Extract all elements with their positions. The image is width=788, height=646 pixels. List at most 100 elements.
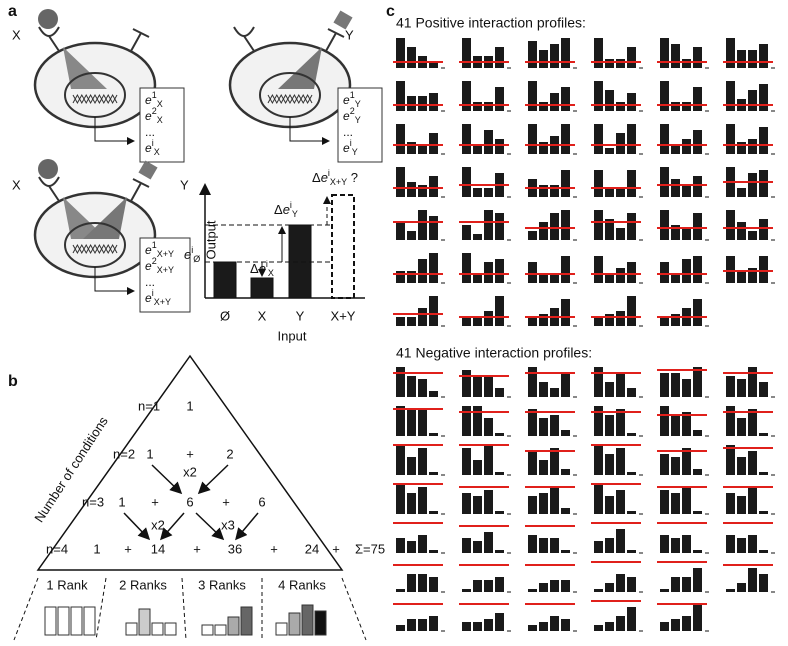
profile-bar [594, 589, 603, 592]
dna [72, 243, 118, 255]
math-sup: i [152, 138, 154, 148]
profile-bar [396, 445, 405, 475]
profile-bar [693, 87, 702, 111]
rank-label: 3 Ranks [198, 577, 246, 592]
arrow [289, 117, 330, 145]
math-base: e [145, 93, 152, 107]
profile-bar [418, 574, 427, 592]
profile-bar [495, 213, 504, 240]
profile-bar [429, 616, 438, 631]
profile-bar [682, 448, 691, 475]
profile-bar [561, 508, 570, 514]
output-box [139, 87, 185, 163]
plus: + [186, 446, 194, 461]
bar [213, 261, 237, 299]
profile-bar [660, 38, 669, 68]
divider [181, 577, 187, 641]
panel-label: b [8, 373, 18, 390]
profile-bar [462, 370, 471, 397]
profile-bar [616, 616, 625, 631]
profile-bar [605, 583, 614, 592]
profile-bar [396, 484, 405, 514]
receptor [130, 28, 150, 52]
profile-bar [396, 406, 405, 436]
profile-bar [561, 256, 570, 283]
profile-bar [495, 139, 504, 154]
profile-bar [627, 47, 636, 68]
profile-bar [627, 213, 636, 240]
profile-bar [462, 81, 471, 111]
output-box [139, 237, 191, 313]
profile-bar [539, 222, 548, 240]
profile-bar [495, 259, 504, 283]
profile-bar [627, 124, 636, 154]
profile-bar [748, 173, 757, 197]
profile-bar [693, 430, 702, 436]
x-tick-label: X+Y [331, 308, 356, 323]
math-sub: Ø [193, 254, 200, 264]
math-label: eiX+Y [145, 288, 171, 307]
profile-bar [627, 262, 636, 283]
math-sup: 1 [152, 240, 157, 250]
profile-bar [605, 622, 614, 631]
profile-bar [550, 616, 559, 631]
profile-bar [561, 580, 570, 592]
profile-bar [693, 299, 702, 326]
profile-bar [660, 589, 669, 592]
profile-bar [594, 170, 603, 197]
profile-bar [396, 38, 405, 68]
profile-bar [726, 124, 735, 154]
receptor [38, 26, 60, 52]
rank-icon [138, 608, 151, 636]
profile-bar [462, 253, 471, 283]
rank-icon [70, 606, 83, 636]
profile-bar [671, 44, 680, 68]
profile-bar [539, 382, 548, 397]
profile-bar [616, 59, 625, 68]
profile-bar [748, 139, 757, 154]
profile-bar [737, 271, 746, 283]
profile-bar [539, 50, 548, 68]
profile-bar [528, 81, 537, 111]
condition-count: n=4 [46, 541, 68, 556]
profile-bar [561, 430, 570, 436]
profile-bar [693, 511, 702, 514]
math-base: e [145, 141, 152, 155]
profile-bar [550, 415, 559, 436]
profile-bar [605, 415, 614, 436]
profile-bar [407, 47, 416, 68]
profile-bar [748, 268, 757, 283]
profile-bar [550, 388, 559, 397]
profile-bar [550, 448, 559, 475]
profile-bar [616, 133, 625, 154]
profile-bar [429, 550, 438, 553]
profile-bar [473, 376, 482, 397]
math-sub: X+Y [154, 297, 171, 307]
math-sup: 1 [152, 90, 157, 100]
plus: + [151, 494, 159, 509]
profile-bar [616, 188, 625, 197]
profile-bar [550, 93, 559, 111]
profile-bar [660, 262, 669, 283]
profile-bar [396, 81, 405, 111]
profile-bar [550, 213, 559, 240]
negative-title: 41 Negative interaction profiles: [396, 345, 592, 361]
profile-bar [484, 130, 493, 154]
profile-bar [528, 625, 537, 631]
profile-bar [748, 231, 757, 240]
profile-bar [605, 219, 614, 240]
math-sup: 2 [152, 106, 157, 116]
profile-bar [473, 145, 482, 154]
term: 1 [146, 446, 153, 461]
profile-bar [462, 124, 471, 154]
profile-bar [418, 379, 427, 397]
profile-bar [737, 583, 746, 592]
x-axis-label: Input [278, 328, 307, 343]
profile-bar [561, 299, 570, 326]
ellipsis: ... [343, 125, 353, 139]
profile-bar [484, 311, 493, 326]
math-prefix: Δ [312, 170, 321, 185]
profile-bar [561, 87, 570, 111]
profile-bar [737, 496, 746, 514]
profile-bar [682, 577, 691, 592]
